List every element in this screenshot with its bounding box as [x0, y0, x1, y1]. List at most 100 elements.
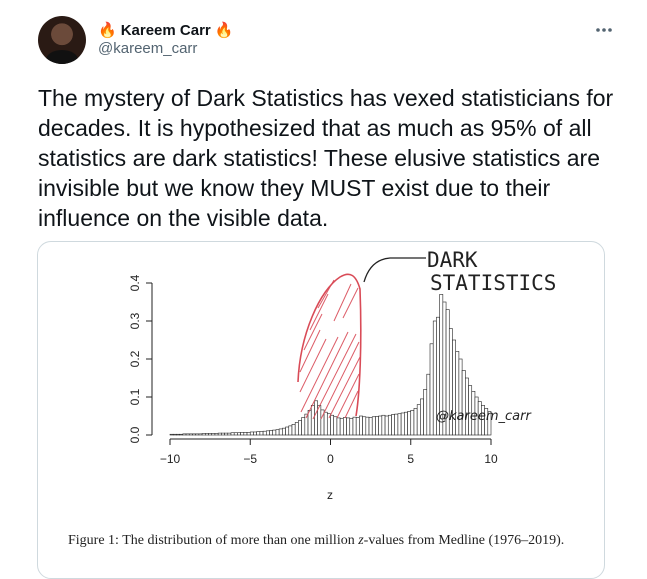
histogram-bar: [185, 433, 190, 436]
histogram-bar: [188, 433, 193, 436]
histogram-bar: [420, 398, 424, 436]
histogram-bar: [256, 431, 261, 436]
histogram-bar: [278, 428, 283, 436]
histogram-bar: [416, 404, 421, 436]
avatar[interactable]: [38, 16, 86, 64]
histogram-bar: [272, 429, 277, 436]
histogram-bar: [195, 433, 200, 436]
histogram-bar: [217, 432, 222, 436]
figure-caption: Figure 1: The distribution of more than …: [68, 532, 588, 549]
histogram-bar: [301, 417, 306, 436]
histogram-bar: [381, 414, 386, 436]
histogram-bar: [323, 411, 328, 436]
y-tick-label: 0.1: [128, 388, 142, 405]
tweet-text: The mystery of Dark Statistics has vexed…: [38, 85, 614, 231]
x-axis-label: z: [327, 488, 333, 502]
histogram-bar: [343, 417, 347, 436]
histogram-bar: [243, 432, 248, 436]
dark-statistics-outline: [297, 273, 362, 417]
more-horizontal-icon[interactable]: [595, 20, 613, 38]
dark-statistics-hatching: [299, 279, 361, 420]
histogram-bar: [182, 433, 187, 436]
histogram-bar: [294, 422, 299, 436]
dark-statistics-annotation: DARK STATISTICS @kareem_carr: [297, 248, 556, 424]
histogram-bar: [387, 414, 392, 436]
histogram-bar: [371, 416, 376, 436]
histogram-bar: [407, 411, 412, 436]
histogram-bar: [205, 433, 209, 436]
x-tick-label: 0: [327, 452, 334, 466]
author-handle[interactable]: @kareem_carr: [98, 40, 198, 57]
histogram-bar: [413, 408, 418, 436]
histogram-bar: [262, 430, 267, 436]
histogram-bar: [192, 433, 196, 436]
histogram-bar: [224, 432, 229, 436]
histogram-bar: [275, 429, 280, 436]
author-name[interactable]: Kareem Carr: [120, 21, 211, 39]
x-tick-label: 10: [484, 452, 498, 466]
histogram-bar: [378, 415, 383, 436]
y-tick-label: 0.3: [128, 312, 142, 329]
histogram-bar: [259, 431, 264, 436]
histogram-bar: [221, 432, 225, 436]
histogram-bar: [336, 417, 341, 436]
histogram-bar: [201, 433, 206, 436]
caption-variable: z: [358, 533, 364, 548]
histogram-bar: [375, 416, 379, 436]
histogram-bar: [349, 417, 354, 436]
histogram-chart: −10 −5 0 5 10 0.0 0.1 0.2 0.3 0.4 DARK STATISTICS…: [128, 248, 556, 502]
chart-axes: −10 −5 0 5 10 0.0 0.1 0.2 0.3 0.4: [128, 274, 498, 466]
histogram-bar: [465, 377, 469, 436]
histogram-bar: [230, 432, 235, 436]
tweet-media[interactable]: −10 −5 0 5 10 0.0 0.1 0.2 0.3 0.4 DARK STATISTICS…: [37, 241, 605, 579]
histogram-bars: [169, 294, 492, 436]
histogram-bar: [246, 432, 251, 436]
histogram-bar: [410, 410, 415, 436]
author-name-row[interactable]: 🔥 Kareem Carr 🔥: [98, 20, 233, 40]
histogram-bar: [282, 427, 286, 436]
histogram-bar: [249, 431, 254, 436]
y-tick-label: 0.2: [128, 350, 142, 367]
histogram-bar: [240, 432, 245, 436]
histogram-bar: [397, 413, 402, 436]
histogram-bar: [298, 420, 302, 436]
histogram-bar: [400, 412, 405, 436]
histogram-bar: [266, 430, 270, 436]
x-tick-label: −10: [160, 452, 181, 466]
dark-label-line1: DARK: [427, 248, 478, 272]
histogram-bar: [307, 410, 312, 436]
histogram-bar: [394, 413, 399, 436]
histogram-bar: [339, 417, 344, 436]
dark-statistics-pointer: [363, 257, 426, 283]
watermark-handle: @kareem_carr: [436, 409, 532, 424]
dark-label-line2: STATISTICS: [430, 271, 556, 295]
caption-suffix: -values from Medline (1976–2019).: [363, 533, 565, 548]
histogram-bar: [352, 416, 357, 436]
histogram-bar: [176, 433, 180, 436]
histogram-bar: [330, 414, 335, 436]
histogram-bar: [291, 424, 296, 436]
y-tick-label: 0.4: [128, 274, 142, 291]
x-tick-label: 5: [407, 452, 414, 466]
histogram-bar: [310, 405, 315, 436]
histogram-bar: [314, 400, 318, 436]
histogram-bar: [288, 425, 293, 436]
histogram-bar: [487, 411, 492, 436]
histogram-bar: [346, 417, 351, 436]
histogram-bar: [368, 417, 373, 436]
histogram-bar: [179, 433, 184, 436]
histogram-bar: [355, 417, 360, 436]
histogram-bar: [253, 431, 257, 436]
x-tick-label: −5: [243, 452, 257, 466]
histogram-bar: [365, 416, 370, 436]
histogram-bar: [172, 433, 177, 436]
y-tick-label: 0.0: [128, 426, 142, 443]
histogram-bar: [333, 416, 338, 436]
caption-prefix: Figure 1: The distribution of more than …: [68, 533, 359, 548]
histogram-bar: [429, 343, 434, 436]
histogram-bar: [391, 414, 395, 436]
histogram-bar: [208, 433, 213, 436]
histogram-bar: [269, 430, 274, 436]
histogram-bar: [404, 411, 408, 436]
